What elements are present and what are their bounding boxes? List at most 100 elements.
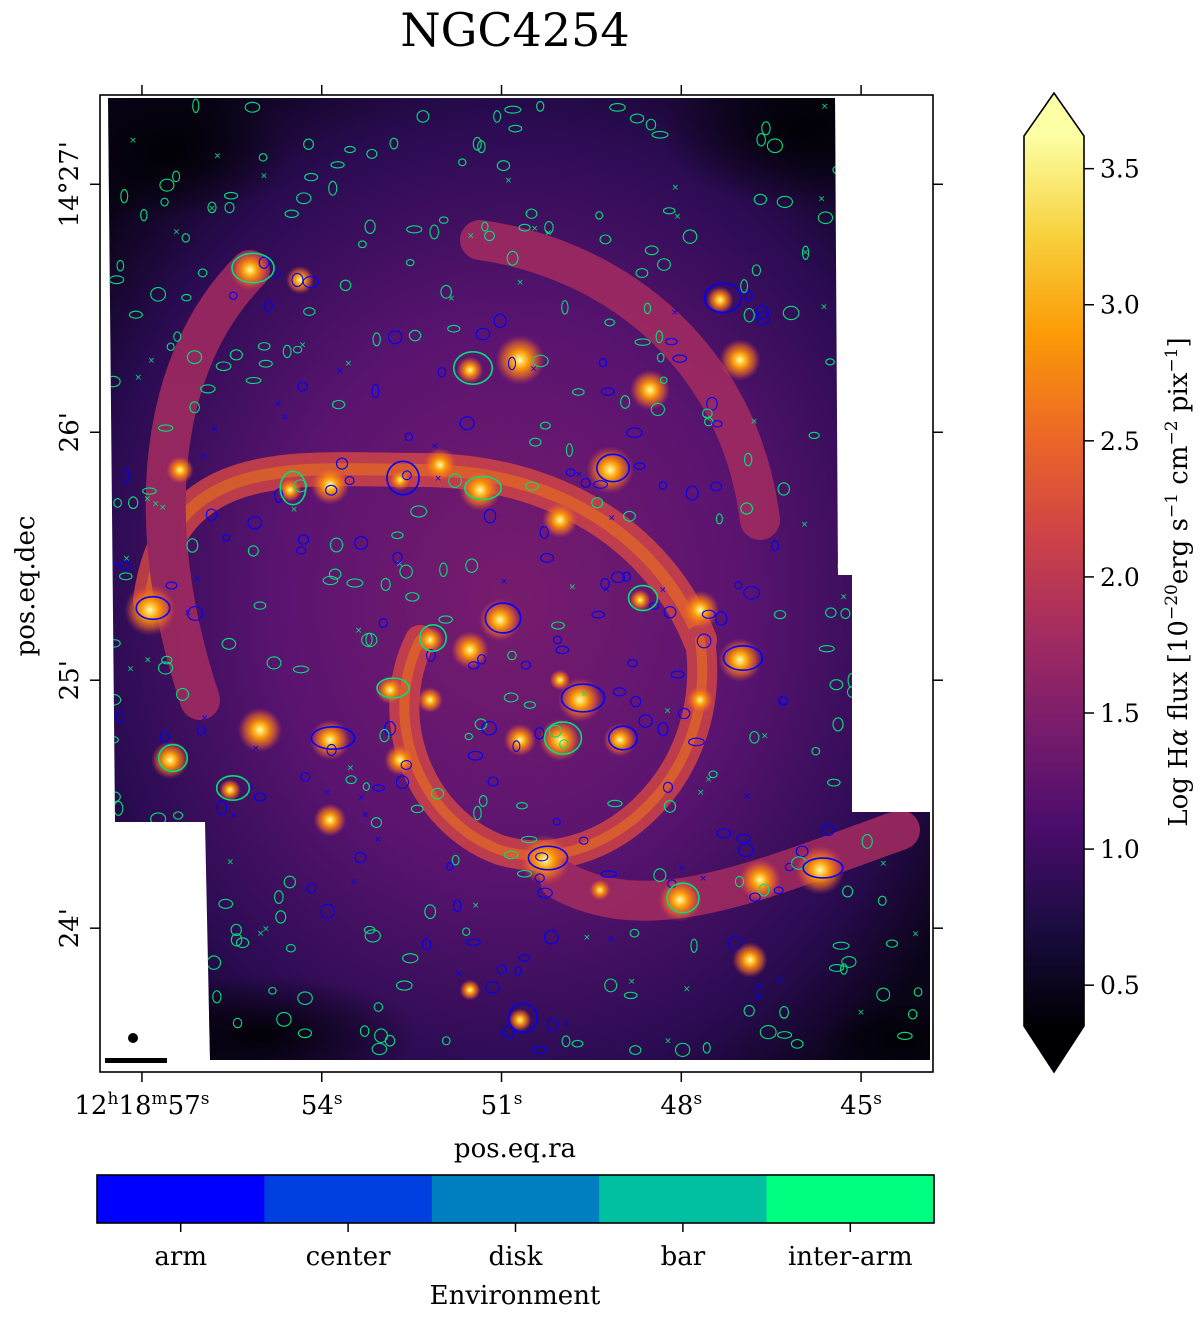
region-outline: [484, 230, 495, 242]
region-outline: [571, 1039, 584, 1048]
region-centroid-mark: ×: [839, 186, 847, 196]
region-outline: [503, 1025, 516, 1039]
region-centroid-mark: ×: [801, 520, 809, 530]
region-outline: [421, 938, 432, 951]
environment-tick-label: bar: [661, 1242, 706, 1272]
region-outline: [650, 402, 666, 417]
region-outline: [840, 963, 848, 975]
region-outline: [544, 220, 554, 235]
region-outline: [643, 302, 652, 315]
region-outline: [623, 991, 638, 1000]
region-centroid-mark: ×: [672, 183, 680, 193]
region-outline: [633, 462, 646, 470]
region-outline: [245, 376, 262, 385]
region-centroid-mark: ×: [671, 308, 679, 318]
region-centroid-mark: ×: [516, 278, 524, 288]
region-outline: [531, 1046, 548, 1054]
region-outline: [258, 359, 273, 368]
region-centroid-mark: ×: [144, 655, 152, 665]
dark-corner-bottom: [108, 975, 420, 1060]
region-outline: [232, 1017, 243, 1029]
region-outline: [284, 209, 299, 218]
colorbar-label-part: flux [10: [1164, 620, 1194, 729]
region-centroid-mark: ×: [659, 585, 667, 595]
region-centroid-mark: ×: [350, 878, 358, 888]
region-outline: [462, 927, 471, 936]
region-outline: [662, 781, 674, 793]
region-outline: [612, 687, 627, 697]
region-outline: [108, 375, 121, 388]
region-outline: [507, 356, 517, 371]
region-centroid-mark: ×: [323, 788, 331, 798]
region-outline: [484, 981, 501, 994]
region-outline: [192, 98, 200, 114]
region-outline: [466, 938, 481, 946]
region-outline: [611, 571, 626, 584]
hii-knot: [542, 502, 578, 538]
region-outline: [410, 505, 428, 518]
region-outline: [551, 621, 565, 630]
region-outline: [629, 928, 640, 938]
region-outline: [186, 350, 203, 365]
region-centroid-mark: ×: [252, 744, 260, 754]
hii-knot: [375, 675, 405, 705]
region-outline: [532, 354, 549, 368]
hii-knot: [285, 265, 315, 295]
region-outline: [389, 137, 399, 150]
region-outline: [378, 618, 388, 628]
region-outline: [416, 110, 430, 123]
region-outline: [651, 130, 669, 139]
region-outline: [223, 191, 239, 200]
region-outline: [475, 327, 491, 341]
region-centroid-mark: ×: [530, 364, 538, 374]
region-outline: [266, 656, 282, 670]
region-outline: [371, 383, 380, 399]
region-outline: [712, 420, 723, 428]
hii-knot: [459, 979, 481, 1001]
region-centroid-mark: ×: [840, 592, 848, 602]
region-outline: [540, 553, 554, 563]
region-outline: [756, 133, 766, 147]
region-outline: [508, 124, 523, 133]
region-outline: [736, 833, 751, 844]
x-tick-label-part: s: [201, 1089, 210, 1109]
region-outline: [493, 313, 507, 328]
environment-colorbar: arm center disk bar inter-arm: [96, 1174, 935, 1272]
region-centroid-mark: ×: [818, 194, 826, 204]
region-outline: [771, 540, 779, 552]
region-outline: [546, 1018, 559, 1032]
region-outline: [638, 714, 653, 728]
region-centroid-mark: ×: [840, 303, 848, 313]
x-tick-label-part: 54: [301, 1091, 334, 1121]
region-outline: [372, 332, 381, 347]
region-outline: [627, 658, 638, 668]
hii-knot: [313, 803, 347, 837]
region-outline: [740, 502, 754, 515]
region-outline: [258, 256, 270, 269]
hii-knot: [706, 286, 734, 314]
region-outline: [197, 725, 206, 736]
hii-knot: [166, 456, 194, 484]
region-outline-large: [310, 725, 356, 751]
y-axis-label: pos.eq.dec: [11, 516, 41, 657]
region-centroid-mark: ×: [260, 171, 268, 181]
hii-knot: [124, 584, 176, 636]
region-outline: [609, 102, 626, 112]
region-outline: [293, 479, 308, 493]
region-outline: [373, 1002, 384, 1012]
region-outline: [478, 794, 488, 807]
region-outline: [296, 546, 307, 555]
region-outline: [230, 923, 242, 937]
region-outline: [228, 291, 238, 300]
region-outline: [749, 730, 760, 744]
region-outline: [506, 250, 519, 266]
region-outline: [825, 358, 835, 366]
hii-knot: [508, 1008, 532, 1032]
region-outline: [648, 602, 660, 610]
hii-knot: [417, 687, 443, 713]
region-outline: [303, 138, 314, 150]
region-outline: [440, 284, 452, 299]
region-outline: [157, 661, 174, 675]
region-outline: [773, 886, 784, 895]
hii-knot: [719, 339, 761, 381]
